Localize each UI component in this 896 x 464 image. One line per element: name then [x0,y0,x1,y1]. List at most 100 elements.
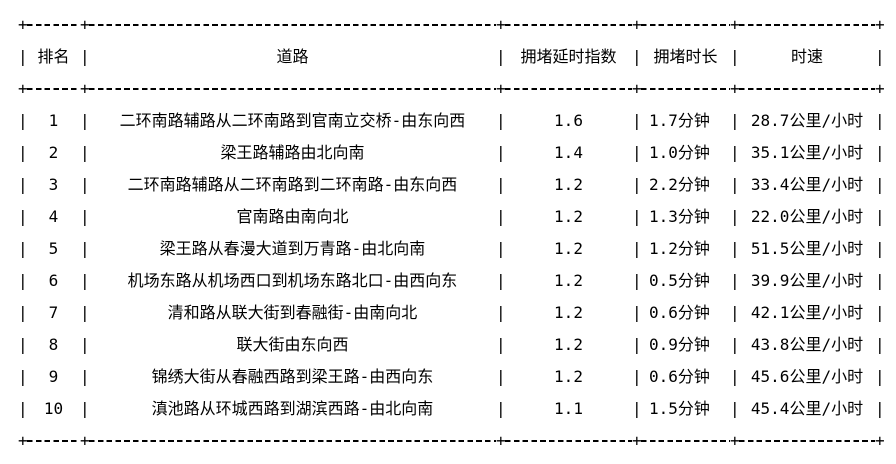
pipe-separator [496,361,505,393]
pipe-separator [496,265,505,297]
pipe-separator [18,201,27,233]
pipe-separator [496,137,505,169]
speed-cell: 39.9公里/小时 [750,271,864,290]
pipe-separator [18,41,27,73]
pipe-separator [632,105,641,137]
border-line-bottom [18,425,884,457]
col-header-delay-index: 拥堵延时指数 [520,47,617,66]
pipe-separator [80,297,89,329]
duration-cell: 1.0分钟 [649,143,710,162]
dashed-border [27,440,80,442]
table-row: 10 滇池路从环城西路到湖滨西路-由北向南 1.1 1.5分钟 45.4公里/小… [18,393,884,425]
pipe-separator [632,201,641,233]
table-row: 1 二环南路辅路从二环南路到官南立交桥-由东向西 1.6 1.7分钟 28.7公… [18,105,884,137]
table-row: 3 二环南路辅路从二环南路到二环南路-由东向西 1.2 2.2分钟 33.4公里… [18,169,884,201]
road-cell: 二环南路辅路从二环南路到官南立交桥-由东向西 [119,111,466,130]
dashed-border [27,24,80,26]
pipe-separator [496,297,505,329]
table-row: 5 梁王路从春漫大道到万青路-由北向南 1.2 1.2分钟 51.5公里/小时 [18,233,884,265]
speed-cell: 51.5公里/小时 [750,239,864,258]
pipe-separator [80,233,89,265]
pipe-separator [18,137,27,169]
pipe-separator [496,169,505,201]
border-joint [18,73,27,105]
border-line-top [18,9,884,41]
pipe-separator [632,361,641,393]
pipe-separator [80,393,89,425]
delay-index-cell: 1.2 [554,335,583,354]
border-line-header [18,73,884,105]
road-cell: 联大街由东向西 [236,335,349,354]
table-row: 2 梁王路辅路由北向南 1.4 1.0分钟 35.1公里/小时 [18,137,884,169]
pipe-separator [730,169,739,201]
duration-cell: 2.2分钟 [649,175,710,194]
table-row: 9 锦绣大街从春融西路到梁王路-由西向东 1.2 0.6分钟 45.6公里/小时 [18,361,884,393]
pipe-separator [18,361,27,393]
pipe-separator [875,393,884,425]
dashed-border [27,88,80,90]
pipe-separator [496,201,505,233]
pipe-separator [18,105,27,137]
border-joint [80,9,89,41]
pipe-separator [730,393,739,425]
duration-cell: 0.9分钟 [649,335,710,354]
traffic-congestion-table: 排名 道路 拥堵延时指数 拥堵时长 时速 1 二环南路辅路从二环南路到官南立交桥… [18,9,884,457]
pipe-separator [496,233,505,265]
pipe-separator [730,105,739,137]
pipe-separator [875,105,884,137]
pipe-separator [18,393,27,425]
pipe-separator [80,265,89,297]
rank-cell: 10 [43,399,64,418]
dashed-border [739,24,875,26]
speed-cell: 42.1公里/小时 [750,303,864,322]
duration-cell: 1.7分钟 [649,111,710,130]
dashed-border [641,88,730,90]
table-row: 8 联大街由东向西 1.2 0.9分钟 43.8公里/小时 [18,329,884,361]
table-row: 4 官南路由南向北 1.2 1.3分钟 22.0公里/小时 [18,201,884,233]
pipe-separator [875,265,884,297]
pipe-separator [730,297,739,329]
speed-cell: 35.1公里/小时 [750,143,864,162]
speed-cell: 33.4公里/小时 [750,175,864,194]
dashed-border [641,24,730,26]
road-cell: 机场东路从机场西口到机场东路北口-由西向东 [127,271,458,290]
pipe-separator [18,265,27,297]
pipe-separator [18,233,27,265]
pipe-separator [496,41,505,73]
header-row: 排名 道路 拥堵延时指数 拥堵时长 时速 [18,41,884,73]
pipe-separator [80,361,89,393]
road-cell: 梁王路从春漫大道到万青路-由北向南 [159,239,426,258]
col-header-duration: 拥堵时长 [653,47,718,66]
border-joint [875,9,884,41]
pipe-separator [80,105,89,137]
dashed-border [641,440,730,442]
duration-cell: 0.6分钟 [649,367,710,386]
speed-cell: 28.7公里/小时 [750,111,864,130]
table-row: 6 机场东路从机场西口到机场东路北口-由西向东 1.2 0.5分钟 39.9公里… [18,265,884,297]
border-joint [632,425,641,457]
pipe-separator [632,329,641,361]
rank-cell: 9 [48,367,59,386]
pipe-separator [730,233,739,265]
pipe-separator [730,201,739,233]
rank-cell: 3 [48,175,59,194]
road-cell: 滇池路从环城西路到湖滨西路-由北向南 [151,399,434,418]
duration-cell: 0.5分钟 [649,271,710,290]
road-cell: 清和路从联大街到春融街-由南向北 [167,303,418,322]
pipe-separator [730,137,739,169]
border-joint [18,425,27,457]
border-joint [875,73,884,105]
pipe-separator [632,265,641,297]
col-header-speed: 时速 [790,47,823,66]
border-joint [496,425,505,457]
dashed-border [89,88,496,90]
speed-cell: 43.8公里/小时 [750,335,864,354]
pipe-separator [80,41,89,73]
speed-cell: 22.0公里/小时 [750,207,864,226]
pipe-separator [496,329,505,361]
border-joint [80,425,89,457]
duration-cell: 1.3分钟 [649,207,710,226]
road-cell: 二环南路辅路从二环南路到二环南路-由东向西 [127,175,458,194]
pipe-separator [875,297,884,329]
pipe-separator [632,297,641,329]
